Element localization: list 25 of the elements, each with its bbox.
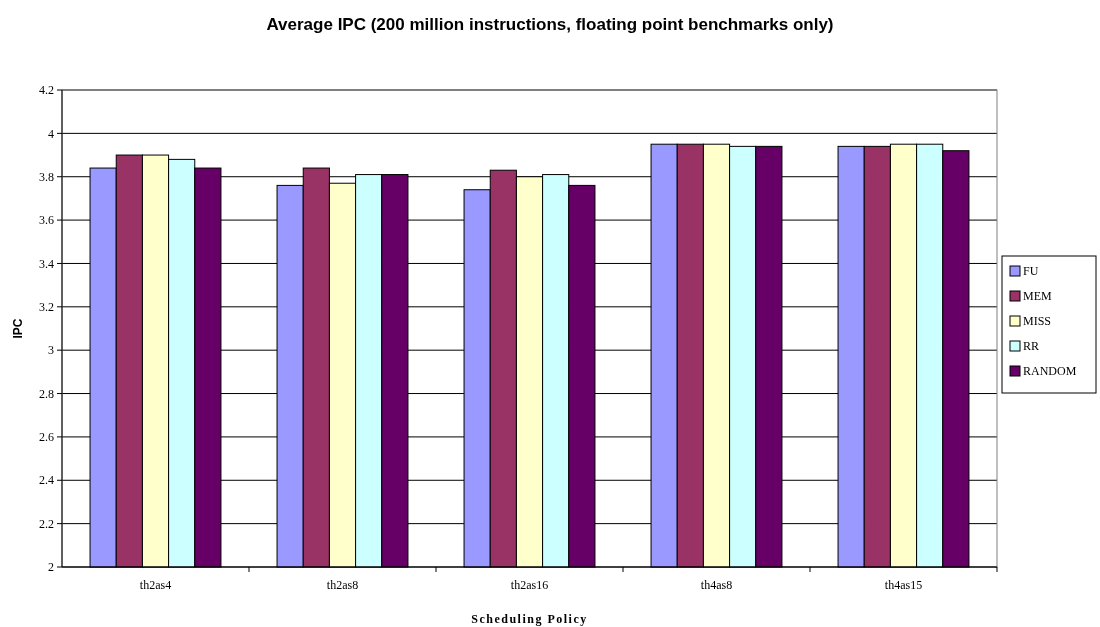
y-tick-label: 4 <box>48 126 54 141</box>
y-tick-label: 2.2 <box>39 516 54 531</box>
y-tick-label: 3.8 <box>39 169 54 184</box>
x-axis-title: Scheduling Policy <box>471 612 588 626</box>
x-tick-label: th2as16 <box>510 578 549 592</box>
legend-label: MEM <box>1023 289 1052 304</box>
x-tick-label: th2as4 <box>139 578 172 592</box>
x-tick-label: th4as15 <box>884 578 923 592</box>
x-tick-label: th2as8 <box>326 578 359 592</box>
legend-label: RR <box>1023 339 1040 354</box>
legend-label: FU <box>1023 264 1039 279</box>
y-tick-label: 2.8 <box>39 386 54 401</box>
y-tick-label: 3.4 <box>39 256 54 271</box>
y-tick-label: 3 <box>48 343 54 358</box>
y-tick-label: 2 <box>48 560 54 575</box>
legend-label: MISS <box>1023 314 1052 329</box>
y-tick-label: 2.4 <box>39 473 54 488</box>
y-tick-label: 3.6 <box>39 213 54 228</box>
y-tick-label: 2.6 <box>39 430 54 445</box>
y-tick-label: 3.2 <box>39 300 54 315</box>
y-axis-title: IPC <box>11 318 25 339</box>
x-tick-label: th4as8 <box>700 578 733 592</box>
chart-title: Average IPC (200 million instructions, floating point benchmarks only) <box>266 15 834 34</box>
legend-label: RANDOM <box>1023 364 1077 379</box>
y-tick-label: 4.2 <box>39 83 54 98</box>
